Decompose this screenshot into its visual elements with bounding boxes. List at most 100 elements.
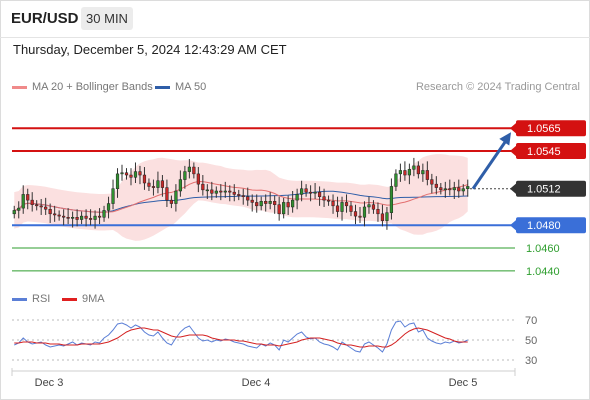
candle-body [291,199,295,208]
legend-label-ma50: MA 50 [175,81,207,93]
candle-body [389,186,394,213]
x-tick-label: Dec 5 [449,377,478,389]
rsi-swatch [12,297,27,301]
legend-item-9ma: 9MA [62,293,105,305]
candle-body [214,190,218,194]
candle-body [205,189,209,192]
candle-body [304,188,308,193]
candle-body [57,214,61,217]
level-label-box [516,120,586,137]
legend-label-ma20: MA 20 + Bollinger Bands [32,81,153,93]
candle-body [367,204,371,208]
candle-body [282,202,286,215]
candle-body [407,169,411,176]
candle-body [300,188,304,195]
candle-body [448,188,452,191]
candle-body [17,207,21,211]
level-label-text: 1.0512 [527,184,561,196]
candle-body [353,211,358,217]
level-label-pointer [510,122,517,135]
candle-body [151,186,156,188]
candle-body [223,190,227,193]
projection-arrow [471,138,509,190]
candle-body [156,180,160,188]
ma20-swatch [12,85,27,89]
candle-body [165,187,169,201]
candle-body [201,183,205,191]
level-label-box [516,180,586,197]
price-label-1.0545: 1.0545 [510,143,586,160]
candle-body [264,201,268,204]
legend-item-rsi: RSI [12,293,50,305]
candle-body [358,215,362,218]
candle-body [196,173,200,185]
candle-body [62,215,66,218]
rsi-panel: 70 50 30 [12,315,537,367]
candle-body [317,191,322,197]
candle-body [124,172,129,176]
level-label-pointer [510,219,517,232]
candle-body [174,190,178,204]
candle-body [88,218,93,220]
candle-body [75,216,79,220]
candle-body [309,191,313,194]
rsi-tick-label: 30 [525,355,537,367]
candle-body [66,216,70,219]
price-label-1.0565: 1.0565 [510,120,586,137]
candle-body [178,179,182,192]
rsi-9ma-line [14,327,468,348]
candle-body [457,187,461,192]
candle-body [268,201,272,204]
candle-body [403,170,407,176]
legend-label-rsi: RSI [32,293,51,305]
candle-body [416,165,420,175]
legend-item-ma20: MA 20 + Bollinger Bands [12,81,153,93]
x-tick-label: Dec 4 [242,377,271,389]
candle-body [138,171,142,176]
candle-body [97,215,102,218]
candle-body [425,170,429,180]
candle-body [349,205,353,212]
candle-body [192,166,196,175]
candle-body [241,195,245,197]
candle-body [30,199,34,205]
level-label-text: 1.0565 [527,123,561,135]
price-panel: 1.0565 1.0545 1.0512 1.0480 1.0460 1.0440 [12,120,586,278]
candle-body [461,188,465,192]
candle-body [48,209,52,215]
candle-body [39,205,43,208]
candle-body [147,182,151,187]
candle-body [371,204,376,210]
candle-body [187,166,191,172]
level-label-text: 1.0460 [526,243,560,255]
candle-body [344,202,349,207]
price-label-1.0480: 1.0480 [510,217,586,234]
candle-body [246,196,250,201]
timeframe-button[interactable]: 30 MIN [81,7,133,30]
symbol-label: EUR/USD [11,10,79,27]
candle-body [430,179,434,185]
candle-body [443,188,447,191]
candle-body [44,206,48,210]
candle-body [295,194,299,201]
candle-body [142,174,147,184]
candle-body [313,191,317,194]
price-label-1.0512: 1.0512 [510,180,586,197]
candle-body [421,170,425,175]
candle-body [129,174,133,178]
candle-body [259,201,263,207]
candle-body [80,215,84,220]
candle-body [106,203,111,211]
candle-body [169,199,173,204]
candle-body [452,187,456,191]
candle-body [385,212,389,221]
candle-body [53,213,57,216]
9ma-swatch [62,297,77,301]
copyright-text: Research © 2024 Trading Central [415,81,580,93]
candle-body [273,201,277,205]
candle-body [102,210,106,218]
candle-body [434,183,438,188]
candle-body [84,215,88,219]
level-label-pointer [510,145,517,158]
